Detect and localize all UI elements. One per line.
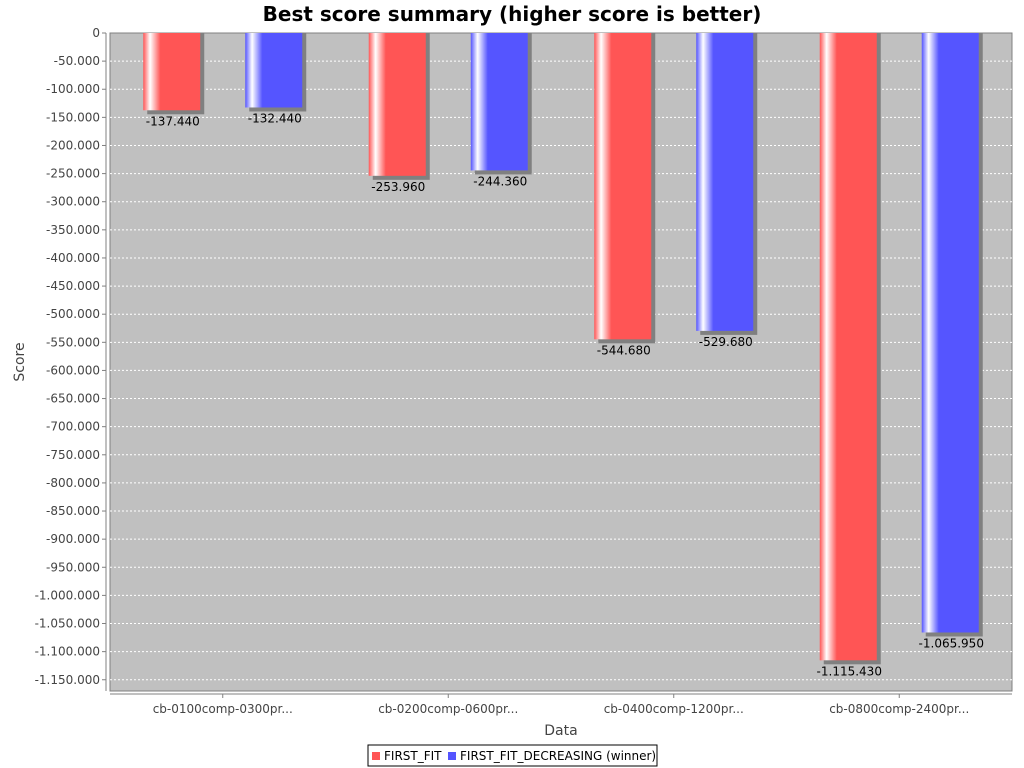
bar-first-fit-decreasing-winner--0 — [245, 33, 303, 108]
y-axis-label: Score — [12, 342, 28, 381]
x-category-label: cb-0200comp-0600pr... — [378, 702, 518, 716]
bar-first-fit-decreasing-winner--2 — [696, 33, 754, 331]
y-tick-label: -750.000 — [46, 448, 100, 462]
bar-value-label: -137.440 — [146, 114, 200, 128]
y-tick-label: 0 — [92, 26, 100, 40]
bar-first-fit-decreasing-winner--3 — [921, 33, 979, 633]
y-tick-label: -600.000 — [46, 363, 100, 377]
legend: FIRST_FIT FIRST_FIT_DECREASING (winner) — [367, 744, 658, 767]
x-category-label: cb-0400comp-1200pr... — [604, 702, 744, 716]
value-labels: -137.440 -132.440 -253.960 -244.360 -544.680… — [146, 111, 984, 678]
y-tick-label: -150.000 — [46, 110, 100, 124]
x-category-label: cb-0100comp-0300pr... — [153, 702, 293, 716]
x-axis-categories: cb-0100comp-0300pr... cb-0200comp-0600pr.… — [153, 694, 969, 716]
y-tick-label: -900.000 — [46, 532, 100, 546]
bar-first-fit-2 — [594, 33, 652, 340]
y-tick-label: -100.000 — [46, 82, 100, 96]
y-tick-label: -550.000 — [46, 335, 100, 349]
x-axis-label: Data — [544, 723, 577, 739]
y-tick-label: -350.000 — [46, 223, 100, 237]
bar-value-label: -1.115.430 — [817, 664, 882, 678]
bar-first-fit-0 — [143, 33, 201, 111]
y-tick-label: -700.000 — [46, 420, 100, 434]
legend-swatch — [372, 752, 380, 760]
legend-entry-label: FIRST_FIT — [384, 749, 442, 763]
bars — [143, 33, 983, 665]
y-tick-label: -1.100.000 — [35, 645, 100, 659]
y-tick-label: -1.050.000 — [35, 617, 100, 631]
bar-value-label: -253.960 — [371, 180, 425, 194]
y-tick-label: -500.000 — [46, 307, 100, 321]
bar-first-fit-1 — [368, 33, 426, 176]
legend-entry-label: FIRST_FIT_DECREASING (winner) — [460, 749, 656, 763]
y-tick-label: -200.000 — [46, 138, 100, 152]
legend-swatch — [448, 752, 456, 760]
y-tick-label: -50.000 — [54, 54, 100, 68]
y-axis-ticks: 0 -50.000 -100.000 -150.000 -200.000 -250.000… — [35, 26, 106, 687]
bar-first-fit-decreasing-winner--1 — [470, 33, 528, 171]
bar-value-label: -529.680 — [699, 335, 753, 349]
y-tick-label: -300.000 — [46, 195, 100, 209]
y-tick-label: -450.000 — [46, 279, 100, 293]
bar-first-fit-3 — [819, 33, 877, 661]
y-tick-label: -650.000 — [46, 392, 100, 406]
bar-value-label: -244.360 — [473, 174, 527, 188]
bar-value-label: -544.680 — [597, 343, 651, 357]
y-tick-label: -1.150.000 — [35, 673, 100, 687]
y-tick-label: -1.000.000 — [35, 588, 100, 602]
legend-box — [367, 744, 658, 767]
y-tick-label: -800.000 — [46, 476, 100, 490]
y-tick-label: -850.000 — [46, 504, 100, 518]
bar-value-label: -132.440 — [248, 111, 302, 125]
chart-title: Best score summary (higher score is bett… — [263, 2, 762, 26]
y-tick-label: -400.000 — [46, 251, 100, 265]
x-category-label: cb-0800comp-2400pr... — [829, 702, 969, 716]
y-tick-label: -250.000 — [46, 167, 100, 181]
bar-value-label: -1.065.950 — [919, 636, 984, 650]
y-tick-label: -950.000 — [46, 560, 100, 574]
